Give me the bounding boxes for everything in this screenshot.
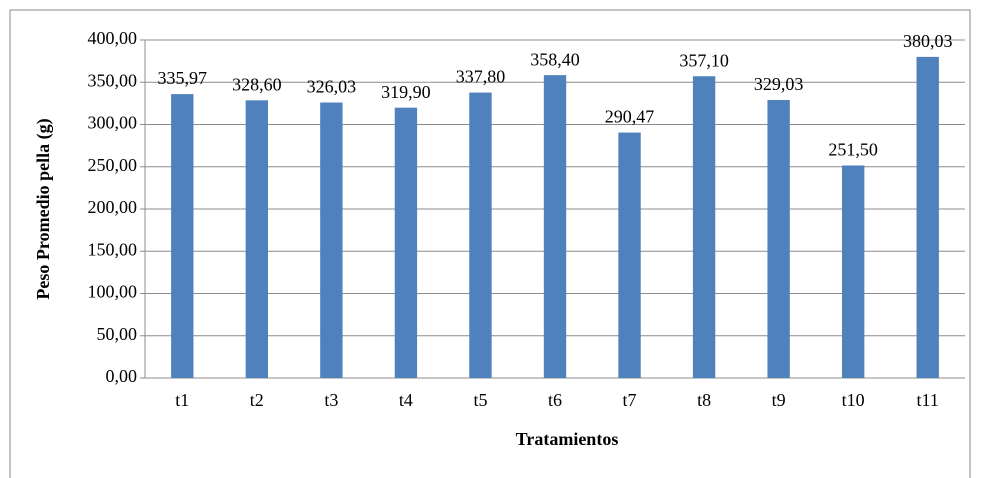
data-label: 326,03 (307, 77, 357, 97)
data-label: 380,03 (903, 31, 953, 51)
data-label: 337,80 (456, 67, 506, 87)
x-tick-label: t9 (772, 390, 786, 410)
y-tick-label: 350,00 (88, 70, 138, 90)
bar (842, 165, 865, 378)
data-label: 328,60 (232, 74, 282, 94)
chart-border (9, 9, 971, 478)
data-label: 358,40 (530, 49, 580, 69)
y-tick-label: 0,00 (106, 366, 138, 386)
bar (320, 102, 343, 379)
bar (245, 100, 268, 378)
x-tick-label: t1 (175, 390, 189, 410)
bar (692, 76, 716, 379)
data-label: 319,90 (381, 82, 431, 102)
bar (394, 107, 418, 378)
bar (543, 75, 567, 378)
x-tick-label: t10 (842, 390, 865, 410)
data-label: 357,10 (679, 50, 729, 70)
y-tick-label: 100,00 (88, 282, 138, 302)
data-label: 290,47 (605, 107, 655, 127)
x-tick-label: t6 (548, 390, 562, 410)
y-tick-label: 200,00 (88, 197, 138, 217)
x-axis-label: Tratamientos (516, 429, 619, 449)
y-tick-label: 400,00 (88, 28, 138, 48)
x-tick-label: t2 (250, 390, 264, 410)
data-label: 329,03 (754, 74, 804, 94)
x-tick-label: t7 (623, 390, 637, 410)
y-tick-label: 150,00 (88, 239, 138, 259)
bar (767, 99, 790, 378)
y-tick-label: 300,00 (88, 113, 138, 133)
bar (618, 132, 641, 378)
bar (469, 92, 492, 379)
bar (171, 94, 194, 378)
y-tick-label: 250,00 (88, 155, 138, 175)
y-tick-label: 50,00 (97, 324, 138, 344)
x-tick-label: t8 (697, 390, 711, 410)
data-label: 335,97 (158, 68, 208, 88)
x-tick-label: t11 (917, 390, 939, 410)
x-tick-label: t4 (399, 390, 413, 410)
x-tick-label: t5 (473, 390, 487, 410)
y-axis-label: Peso Promedio pella (g) (33, 118, 54, 299)
data-label: 251,50 (828, 140, 878, 160)
bar (916, 56, 939, 379)
x-tick-label: t3 (324, 390, 338, 410)
